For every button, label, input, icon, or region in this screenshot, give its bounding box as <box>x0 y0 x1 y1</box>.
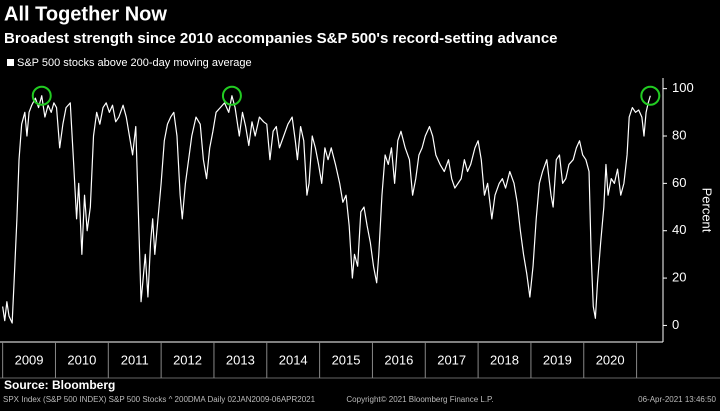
y-tick-label: 20 <box>672 270 686 285</box>
x-tick-label: 2015 <box>332 352 361 367</box>
x-tick-label: 2010 <box>67 352 96 367</box>
x-tick-label: 2009 <box>15 352 44 367</box>
x-tick-label: 2017 <box>437 352 466 367</box>
x-tick-label: 2020 <box>596 352 625 367</box>
highlight-circle <box>640 85 661 106</box>
x-tick-label: 2013 <box>226 352 255 367</box>
y-axis-title: Percent <box>700 188 715 233</box>
legend-swatch <box>7 59 14 66</box>
footer-center: Copyright© 2021 Bloomberg Finance L.P. <box>346 395 493 404</box>
source: Source: Bloomberg <box>4 378 115 392</box>
footer-left: SPX Index (S&P 500 INDEX) S&P 500 Stocks… <box>3 395 316 404</box>
x-tick-label: 2019 <box>543 352 572 367</box>
y-tick-label: 0 <box>672 317 679 332</box>
series-line <box>2 95 651 324</box>
y-tick-label: 100 <box>672 80 694 95</box>
y-tick-label: 40 <box>672 222 686 237</box>
highlight-circle <box>31 85 52 106</box>
x-tick-label: 2018 <box>490 352 519 367</box>
x-tick-label: 2014 <box>279 352 308 367</box>
y-tick-label: 60 <box>672 175 686 190</box>
x-tick-label: 2011 <box>121 352 149 367</box>
footer-right: 06-Apr-2021 13:46:50 <box>638 395 716 404</box>
legend-label: S&P 500 stocks above 200-day moving aver… <box>17 57 252 69</box>
chart-title: All Together Now <box>4 3 167 25</box>
y-tick-label: 80 <box>672 127 686 142</box>
highlight-circle <box>221 85 242 106</box>
chart-subtitle: Broadest strength since 2010 accompanies… <box>4 30 558 47</box>
x-tick-label: 2016 <box>384 352 413 367</box>
x-tick-label: 2012 <box>173 352 202 367</box>
